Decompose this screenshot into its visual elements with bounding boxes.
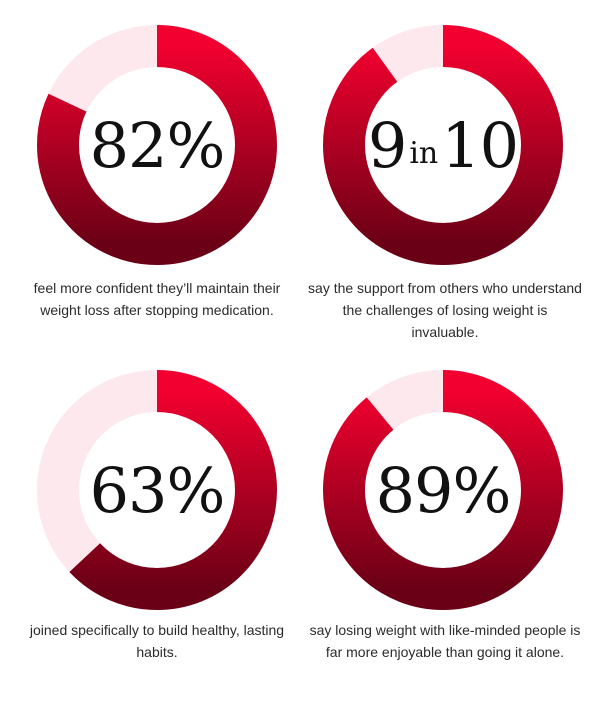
stat-card-support: 9 in 10 say the support from others who … bbox=[300, 0, 600, 350]
donut-ring bbox=[323, 370, 563, 610]
stat-value: 63% bbox=[37, 370, 277, 610]
stat-card-confidence: 82% feel more confident they’ll maintain… bbox=[0, 0, 300, 350]
stat-value-text: 63% bbox=[89, 453, 226, 527]
donut-progress-arc bbox=[323, 25, 563, 265]
stat-value-small: in bbox=[409, 135, 439, 171]
stat-caption: say the support from others who understa… bbox=[308, 280, 582, 340]
donut-svg bbox=[323, 370, 563, 610]
stat-value-end: 10 bbox=[441, 108, 519, 182]
stat-caption: say losing weight with like-minded peopl… bbox=[309, 622, 581, 660]
donut-ring bbox=[37, 370, 277, 610]
stat-value: 82% bbox=[37, 25, 277, 265]
stat-value-text: 82% bbox=[89, 108, 226, 182]
donut-svg bbox=[37, 370, 277, 610]
donut-ring bbox=[37, 25, 277, 265]
stat-caption: joined specifically to build healthy, la… bbox=[29, 622, 285, 660]
stat-value: 9 in 10 bbox=[323, 25, 563, 265]
donut-svg bbox=[37, 25, 277, 265]
stat-value: 89% bbox=[323, 370, 563, 610]
stat-caption: feel more confident they’ll maintain the… bbox=[33, 280, 281, 318]
donut-progress-arc bbox=[37, 370, 277, 610]
stat-card-enjoyable: 89% say losing weight with like-minded p… bbox=[300, 345, 600, 695]
stat-card-habits: 63% joined specifically to build healthy… bbox=[0, 345, 300, 695]
stat-value-text: 89% bbox=[375, 453, 512, 527]
stat-value-main: 9 bbox=[367, 108, 407, 182]
donut-progress-arc bbox=[323, 370, 563, 610]
donut-progress-arc bbox=[37, 25, 277, 265]
donut-ring bbox=[323, 25, 563, 265]
donut-svg bbox=[323, 25, 563, 265]
